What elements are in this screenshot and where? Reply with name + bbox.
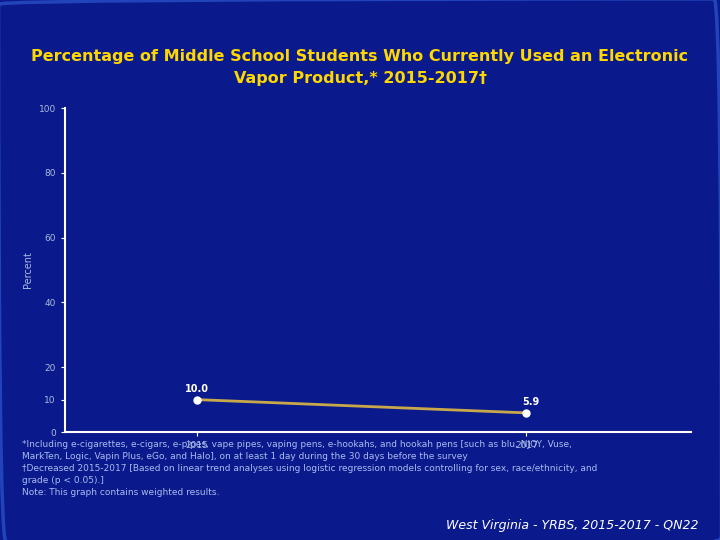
Text: Note: This graph contains weighted results.: Note: This graph contains weighted resul… xyxy=(22,488,219,497)
Text: Vapor Product,* 2015-2017†: Vapor Product,* 2015-2017† xyxy=(233,71,487,86)
Y-axis label: Percent: Percent xyxy=(23,252,33,288)
Text: West Virginia - YRBS, 2015-2017 - QN22: West Virginia - YRBS, 2015-2017 - QN22 xyxy=(446,519,698,532)
Text: †Decreased 2015-2017 [Based on linear trend analyses using logistic regression m: †Decreased 2015-2017 [Based on linear tr… xyxy=(22,464,597,473)
Text: *Including e-cigarettes, e-cigars, e-pipes, vape pipes, vaping pens, e-hookahs, : *Including e-cigarettes, e-cigars, e-pip… xyxy=(22,440,572,449)
Text: grade (p < 0.05).]: grade (p < 0.05).] xyxy=(22,476,104,485)
Text: Percentage of Middle School Students Who Currently Used an Electronic: Percentage of Middle School Students Who… xyxy=(32,49,688,64)
Text: 10.0: 10.0 xyxy=(184,383,209,394)
Text: 5.9: 5.9 xyxy=(523,397,540,407)
Text: MarkTen, Logic, Vapin Plus, eGo, and Halo], on at least 1 day during the 30 days: MarkTen, Logic, Vapin Plus, eGo, and Hal… xyxy=(22,452,467,461)
